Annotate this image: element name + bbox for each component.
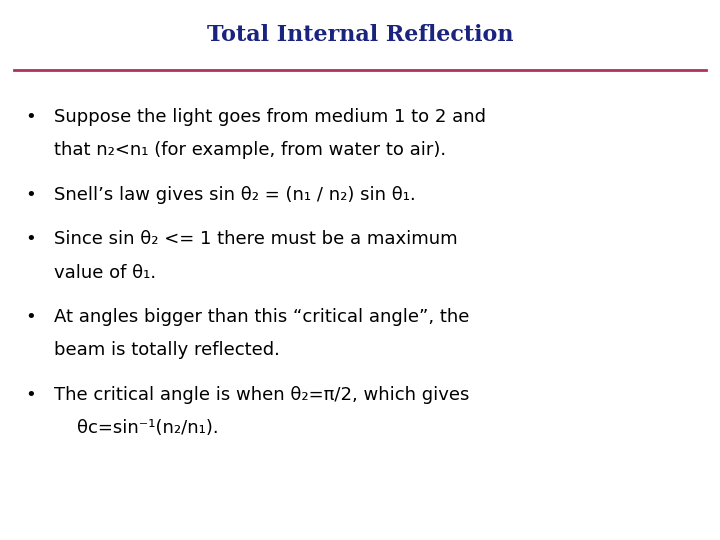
Text: At angles bigger than this “critical angle”, the: At angles bigger than this “critical ang… bbox=[54, 308, 469, 326]
Text: Since sin θ₂ <= 1 there must be a maximum: Since sin θ₂ <= 1 there must be a maximu… bbox=[54, 230, 458, 248]
Text: •: • bbox=[25, 230, 36, 248]
Text: θᴄ=sin⁻¹(n₂/n₁).: θᴄ=sin⁻¹(n₂/n₁). bbox=[54, 419, 219, 437]
Text: •: • bbox=[25, 186, 36, 204]
Text: The critical angle is when θ₂=π/2, which gives: The critical angle is when θ₂=π/2, which… bbox=[54, 386, 469, 403]
Text: that n₂<n₁ (for example, from water to air).: that n₂<n₁ (for example, from water to a… bbox=[54, 141, 446, 159]
Text: Total Internal Reflection: Total Internal Reflection bbox=[207, 24, 513, 46]
Text: value of θ₁.: value of θ₁. bbox=[54, 264, 156, 281]
Text: Snell’s law gives sin θ₂ = (n₁ / n₂) sin θ₁.: Snell’s law gives sin θ₂ = (n₁ / n₂) sin… bbox=[54, 186, 415, 204]
Text: Suppose the light goes from medium 1 to 2 and: Suppose the light goes from medium 1 to … bbox=[54, 108, 486, 126]
Text: •: • bbox=[25, 386, 36, 403]
Text: beam is totally reflected.: beam is totally reflected. bbox=[54, 341, 280, 359]
Text: •: • bbox=[25, 108, 36, 126]
Text: •: • bbox=[25, 308, 36, 326]
